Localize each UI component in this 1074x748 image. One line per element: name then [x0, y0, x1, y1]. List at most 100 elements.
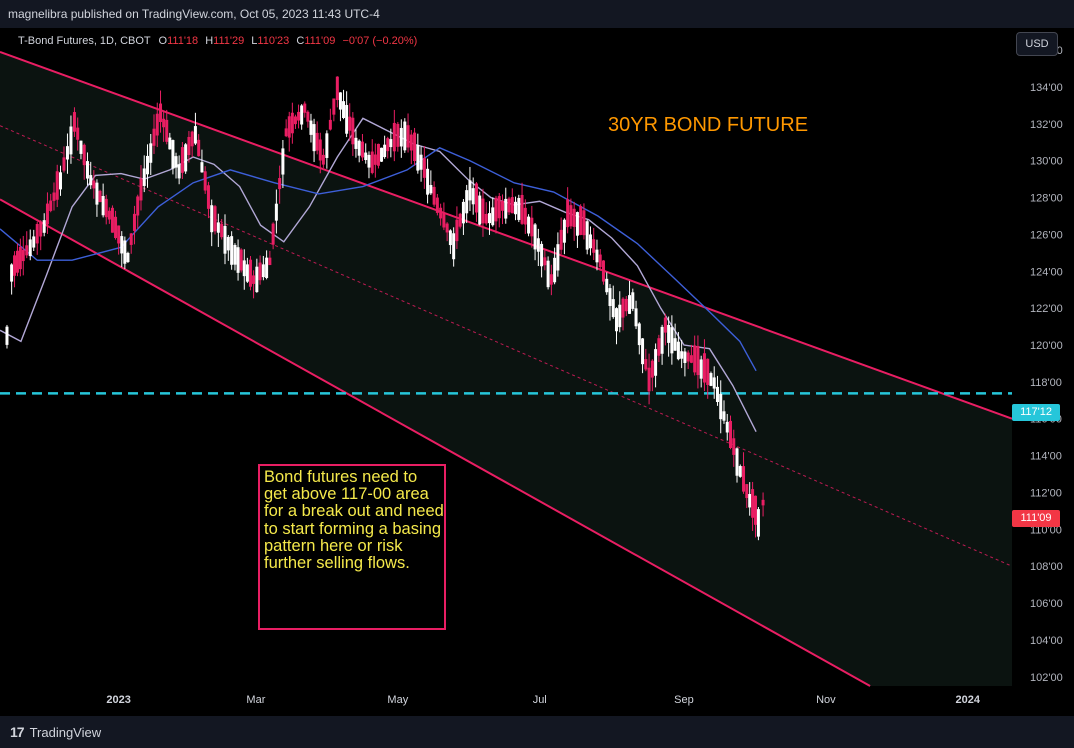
candle-body [605, 278, 609, 293]
candle-body [278, 178, 282, 190]
candle-body [45, 203, 49, 225]
candle-body [517, 198, 521, 220]
candle-body [523, 207, 527, 225]
level-price-tag: 117'12 [1012, 404, 1060, 421]
candle-body [126, 252, 130, 262]
candle-body [142, 168, 146, 186]
legend-change: −0'07 (−0.20%) [342, 35, 418, 47]
candle-body [223, 225, 227, 254]
candle-body [72, 112, 76, 132]
candle-body [514, 201, 518, 215]
candle-body [706, 358, 710, 385]
legend-open-label: O [158, 35, 168, 47]
candle-body [245, 264, 249, 282]
candle-body [206, 185, 210, 209]
candle-body [328, 119, 332, 130]
candle-body [484, 213, 488, 224]
candle-body [592, 239, 596, 253]
y-tick-label: 108'00 [1030, 561, 1063, 573]
candle-body [533, 224, 537, 250]
candle-body [293, 116, 297, 125]
candle-body [458, 213, 462, 227]
candle-body [177, 164, 181, 179]
candle-body [487, 213, 491, 224]
tradingview-logo[interactable]: 17 TradingView [10, 724, 101, 740]
y-tick-label: 134'00 [1030, 82, 1063, 94]
candle-body [504, 198, 508, 219]
candle-body [389, 139, 393, 148]
candle-body [732, 438, 736, 455]
candle-body [95, 182, 99, 205]
y-tick-label: 110'00 [1030, 524, 1062, 536]
candle-body [667, 324, 671, 343]
candle-body [624, 298, 628, 312]
candle-body [461, 201, 465, 224]
candle-body [455, 219, 459, 242]
candle-body [729, 420, 733, 448]
candle-body [543, 257, 547, 266]
candle-body [287, 116, 291, 138]
candle-body [89, 175, 93, 186]
candle-body [761, 499, 765, 506]
candle-body [637, 323, 641, 346]
candle-body [712, 377, 716, 389]
candle-body [149, 143, 153, 163]
candle-body [98, 190, 102, 203]
candle-body [306, 111, 310, 122]
candle-body [325, 133, 329, 158]
price-chart[interactable]: 136'00134'00132'00130'00128'00126'00124'… [0, 28, 1074, 716]
candle-body [585, 221, 589, 250]
y-tick-label: 130'00 [1030, 156, 1063, 168]
currency-button[interactable]: USD [1016, 32, 1058, 56]
candle-body [107, 210, 111, 220]
candle-body [445, 223, 449, 233]
channel-lower-line [0, 198, 871, 687]
y-tick-label: 114'00 [1030, 451, 1062, 463]
candle-body [429, 185, 433, 194]
candle-body [497, 196, 501, 219]
candle-body [722, 411, 726, 421]
candle-body [471, 188, 475, 205]
channel-upper-line [0, 51, 1013, 420]
headline-annotation[interactable]: 30YR BOND FUTURE [608, 114, 809, 136]
candle-body [348, 116, 352, 131]
candle-body [10, 264, 14, 282]
candle-body [540, 243, 544, 267]
candle-body [52, 192, 56, 201]
candle-body [315, 132, 319, 151]
candle-body [197, 139, 201, 157]
candle-body [468, 180, 472, 201]
candle-body [58, 172, 62, 190]
candle-body [546, 260, 550, 288]
candle-body [13, 255, 17, 276]
candle-body [318, 139, 322, 161]
y-tick-label: 128'00 [1030, 193, 1063, 205]
candle-body [634, 308, 638, 327]
candle-body [709, 373, 713, 386]
y-tick-label: 132'00 [1030, 119, 1063, 131]
candle-body [174, 156, 178, 168]
candle-body [258, 262, 262, 281]
candle-body [49, 200, 53, 211]
candle-body [435, 197, 439, 213]
x-tick-label: Mar [246, 694, 265, 706]
candle-body [745, 484, 749, 499]
candle-body [168, 137, 172, 150]
channel-mid-line [0, 125, 1013, 567]
y-tick-label: 126'00 [1030, 229, 1063, 241]
candle-body [297, 111, 301, 121]
symbol-name[interactable]: T-Bond Futures, 1D, CBOT [18, 35, 151, 47]
candle-body [452, 233, 456, 260]
candle-body [572, 208, 576, 227]
legend-low-label: L [251, 35, 258, 47]
candle-body [18, 246, 22, 270]
candle-body [114, 216, 118, 238]
chart-area[interactable]: 136'00134'00132'00130'00128'00126'00124'… [0, 28, 1074, 716]
footer-bar: 17 TradingView [0, 716, 1074, 748]
candle-body [644, 359, 648, 370]
candle-body [696, 346, 700, 376]
candle-body [220, 223, 224, 238]
moving-average-fast [0, 117, 757, 432]
note-annotation[interactable]: Bond futures need to get above 117-00 ar… [258, 464, 446, 630]
x-tick-label: May [387, 694, 408, 706]
